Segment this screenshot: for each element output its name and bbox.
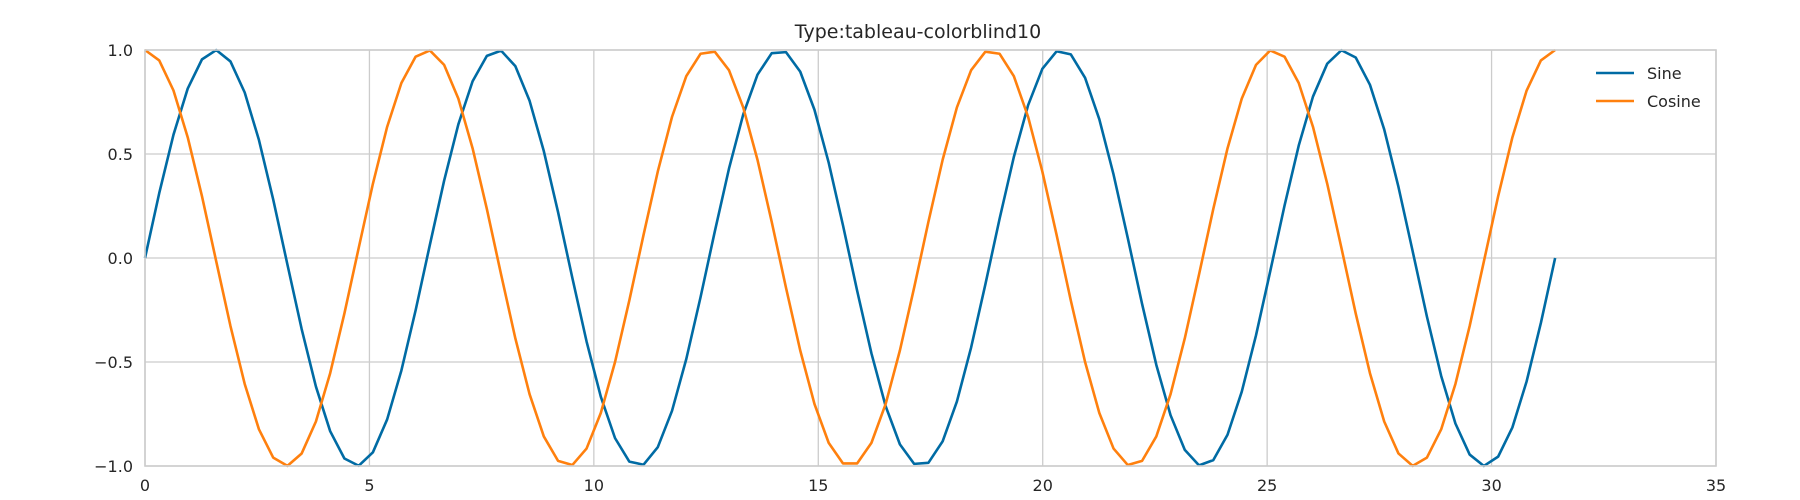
x-tick-label: 0 (140, 476, 150, 495)
chart-title: Type:tableau-colorblind10 (794, 21, 1041, 43)
y-tick-label: 1.0 (108, 41, 133, 60)
y-tick-label: −1.0 (94, 457, 133, 476)
series-line-sine (143, 48, 1557, 468)
y-tick-label: −0.5 (94, 353, 133, 372)
legend: Sine Cosine (1596, 64, 1701, 111)
y-tick-label: 0.0 (108, 249, 133, 268)
legend-label: Cosine (1647, 92, 1701, 111)
legend-label: Sine (1647, 64, 1682, 83)
x-tick-label: 30 (1481, 476, 1501, 495)
x-tick-label: 20 (1033, 476, 1053, 495)
x-tick-label: 25 (1257, 476, 1277, 495)
x-tick-label: 5 (364, 476, 374, 495)
x-tick-label: 35 (1706, 476, 1726, 495)
x-axis-ticks: 0 5 10 15 20 25 30 35 (140, 476, 1726, 495)
series-layer (143, 48, 1557, 468)
x-tick-label: 10 (584, 476, 604, 495)
y-tick-label: 0.5 (108, 145, 133, 164)
plot-frame (144, 49, 1717, 467)
x-tick-label: 15 (808, 476, 828, 495)
series-line-cosine (144, 48, 1556, 468)
y-axis-ticks: −1.0 −0.5 0.0 0.5 1.0 (94, 41, 133, 476)
